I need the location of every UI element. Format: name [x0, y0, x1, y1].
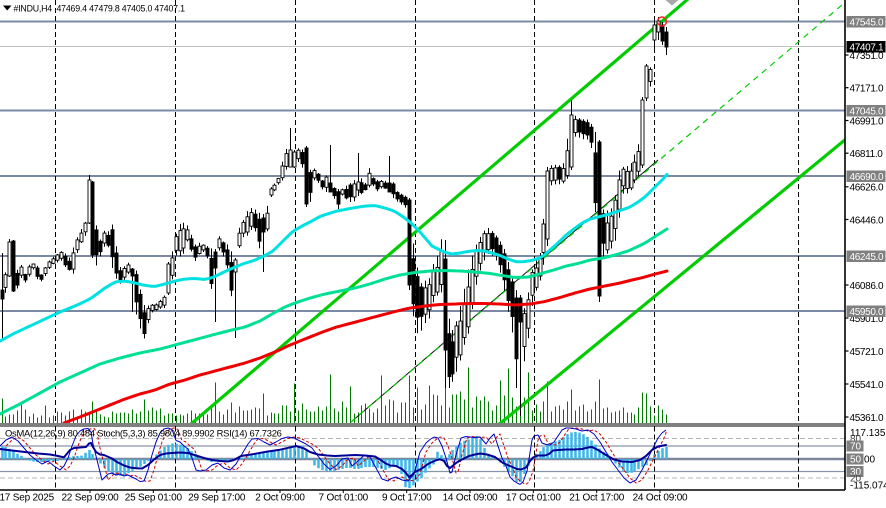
svg-text:29 Sep 17:00: 29 Sep 17:00: [188, 493, 246, 504]
svg-text:46086.0: 46086.0: [850, 281, 884, 292]
svg-text:70: 70: [850, 442, 862, 453]
svg-text:46811.0: 46811.0: [850, 149, 884, 160]
svg-text:45361.0: 45361.0: [850, 413, 884, 424]
svg-text:30: 30: [850, 467, 862, 478]
svg-text:46991.0: 46991.0: [850, 116, 884, 127]
svg-text:80: 80: [850, 434, 862, 445]
svg-text:46690.0: 46690.0: [850, 172, 884, 183]
svg-text:17 Sep 2025: 17 Sep 2025: [0, 493, 55, 504]
svg-text:#INDU,H4 47469.4 47479.8 4740: #INDU,H4 47469.4 47479.8 47405.0 47407.1: [14, 4, 186, 14]
svg-text:25 Sep 01:00: 25 Sep 01:00: [125, 493, 183, 504]
svg-text:22 Sep 09:00: 22 Sep 09:00: [61, 493, 119, 504]
svg-text:50: 50: [850, 455, 862, 466]
svg-text:46245.0: 46245.0: [850, 252, 884, 263]
svg-text:45541.0: 45541.0: [850, 380, 884, 391]
svg-text:47545.0: 47545.0: [850, 17, 884, 28]
svg-text:14 Oct 09:00: 14 Oct 09:00: [443, 493, 498, 504]
svg-text:24 Oct 09:00: 24 Oct 09:00: [633, 493, 688, 504]
svg-text:45901.0: 45901.0: [850, 314, 884, 325]
svg-text:45950.0: 45950.0: [850, 307, 884, 318]
svg-text:46446.0: 46446.0: [850, 215, 884, 226]
svg-text:45721.0: 45721.0: [850, 347, 884, 358]
svg-text:20: 20: [850, 474, 862, 485]
svg-text:47171.0: 47171.0: [850, 84, 884, 95]
svg-text:17 Oct 01:00: 17 Oct 01:00: [506, 493, 561, 504]
svg-text:117.135: 117.135: [850, 428, 886, 439]
svg-text:7 Oct 01:00: 7 Oct 01:00: [319, 493, 369, 504]
svg-text:OsMA(12,26,9) 80.484 Stoch(5,: OsMA(12,26,9) 80.484 Stoch(5,3,3) 85.980…: [5, 428, 282, 439]
svg-text:47351.0: 47351.0: [850, 51, 884, 62]
svg-text:-115.074: -115.074: [850, 481, 886, 492]
svg-text:47045.0: 47045.0: [850, 106, 884, 117]
svg-text:46626.0: 46626.0: [850, 183, 884, 194]
svg-text:00: 00: [864, 455, 876, 466]
svg-text:9 Oct 17:00: 9 Oct 17:00: [382, 493, 432, 504]
svg-text:47407.1: 47407.1: [850, 42, 884, 53]
svg-text:21 Oct 17:00: 21 Oct 17:00: [569, 493, 624, 504]
svg-text:2 Oct 09:00: 2 Oct 09:00: [255, 493, 305, 504]
